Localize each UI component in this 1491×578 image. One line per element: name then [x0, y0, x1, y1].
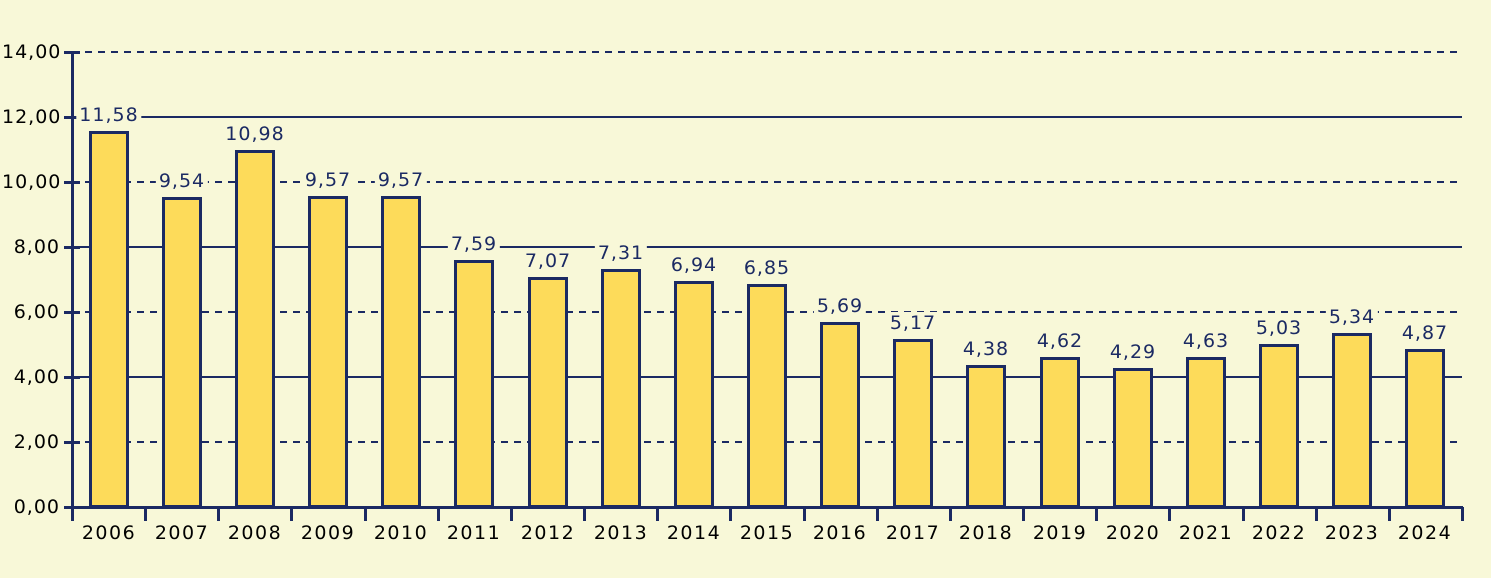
bar [747, 284, 787, 508]
x-axis-category-label: 2015 [739, 522, 795, 544]
x-axis-tick [1242, 507, 1245, 521]
x-axis-category-label: 2006 [81, 522, 137, 544]
bar-value-label: 4,87 [1398, 322, 1452, 344]
y-axis-label: 12,00 [2, 106, 62, 128]
x-axis-tick [71, 507, 74, 521]
y-axis-label: 14,00 [2, 41, 62, 63]
bar [89, 131, 129, 508]
x-axis-category-label: 2014 [666, 522, 722, 544]
x-axis-tick [364, 507, 367, 521]
x-axis-tick [437, 507, 440, 521]
bar [381, 196, 421, 508]
bar-value-label: 4,63 [1179, 330, 1233, 352]
x-axis-tick [583, 507, 586, 521]
bar [820, 322, 860, 508]
x-axis-category-label: 2012 [520, 522, 576, 544]
x-axis-tick [949, 507, 952, 521]
x-axis-category-label: 2018 [958, 522, 1014, 544]
x-axis-tick [729, 507, 732, 521]
bar-value-label: 6,85 [740, 257, 794, 279]
gridline-solid [72, 116, 1462, 118]
x-axis-category-label: 2023 [1324, 522, 1380, 544]
bar-value-label: 9,57 [374, 169, 428, 191]
gridline-solid [72, 246, 1462, 248]
x-axis-category-label: 2016 [812, 522, 868, 544]
y-axis-tick [64, 376, 80, 379]
bar-value-label: 9,54 [155, 170, 209, 192]
y-axis-tick [64, 311, 80, 314]
bar-value-label: 4,62 [1033, 330, 1087, 352]
bar [454, 260, 494, 508]
gridline-dashed [72, 51, 1462, 53]
x-axis-category-label: 2022 [1251, 522, 1307, 544]
x-axis-category-label: 2010 [373, 522, 429, 544]
y-axis-tick [64, 51, 80, 54]
y-axis-tick [64, 441, 80, 444]
y-axis-label: 10,00 [2, 171, 62, 193]
bar [1186, 357, 1226, 508]
bar [528, 277, 568, 508]
x-axis-category-label: 2007 [154, 522, 210, 544]
bar [1040, 357, 1080, 508]
bar-value-label: 7,07 [521, 250, 575, 272]
x-axis-tick [1022, 507, 1025, 521]
y-axis-label: 6,00 [13, 301, 60, 323]
x-axis-category-label: 2017 [885, 522, 941, 544]
y-axis-tick [64, 246, 80, 249]
x-axis-tick [1388, 507, 1391, 521]
bar [1405, 349, 1445, 508]
x-axis-tick [656, 507, 659, 521]
bar-value-label: 9,57 [301, 169, 355, 191]
y-axis-line [71, 52, 74, 521]
bar [1332, 333, 1372, 508]
x-axis-tick [1315, 507, 1318, 521]
x-axis-category-label: 2020 [1105, 522, 1161, 544]
bar [893, 339, 933, 508]
x-axis-tick [1461, 507, 1464, 521]
x-axis-tick [1168, 507, 1171, 521]
bar-value-label: 11,58 [76, 104, 142, 126]
bar [162, 197, 202, 508]
bar-value-label: 5,34 [1325, 306, 1379, 328]
x-axis-category-label: 2009 [300, 522, 356, 544]
x-axis-category-label: 2021 [1178, 522, 1234, 544]
x-axis-tick [290, 507, 293, 521]
bar-value-label: 5,17 [886, 312, 940, 334]
x-axis-category-label: 2008 [227, 522, 283, 544]
bar-value-label: 7,31 [594, 242, 648, 264]
x-axis-tick [1095, 507, 1098, 521]
y-axis-label: 0,00 [13, 496, 60, 518]
x-axis-category-label: 2011 [446, 522, 502, 544]
bar-value-label: 5,69 [813, 295, 867, 317]
bar [1113, 368, 1153, 508]
x-axis-tick [217, 507, 220, 521]
x-axis-tick [144, 507, 147, 521]
y-axis-label: 4,00 [13, 366, 60, 388]
x-axis-category-label: 2019 [1032, 522, 1088, 544]
x-axis-category-label: 2013 [593, 522, 649, 544]
gridline-dashed [72, 181, 1462, 183]
x-axis-category-label: 2024 [1397, 522, 1453, 544]
bar-value-label: 6,94 [667, 254, 721, 276]
x-axis-tick [876, 507, 879, 521]
y-axis-tick [64, 116, 80, 119]
y-axis-label: 2,00 [13, 431, 60, 453]
bar [1259, 344, 1299, 508]
bar [966, 365, 1006, 508]
bar-value-label: 4,29 [1106, 341, 1160, 363]
bar [674, 281, 714, 508]
bar [601, 269, 641, 508]
bar-value-label: 7,59 [447, 233, 501, 255]
bar-value-label: 10,98 [222, 123, 288, 145]
bar-value-label: 4,38 [959, 338, 1013, 360]
x-axis-tick [510, 507, 513, 521]
x-axis-tick [803, 507, 806, 521]
y-axis-label: 8,00 [13, 236, 60, 258]
bar-value-label: 5,03 [1252, 317, 1306, 339]
y-axis-tick [64, 181, 80, 184]
bar [235, 150, 275, 508]
bar [308, 196, 348, 508]
